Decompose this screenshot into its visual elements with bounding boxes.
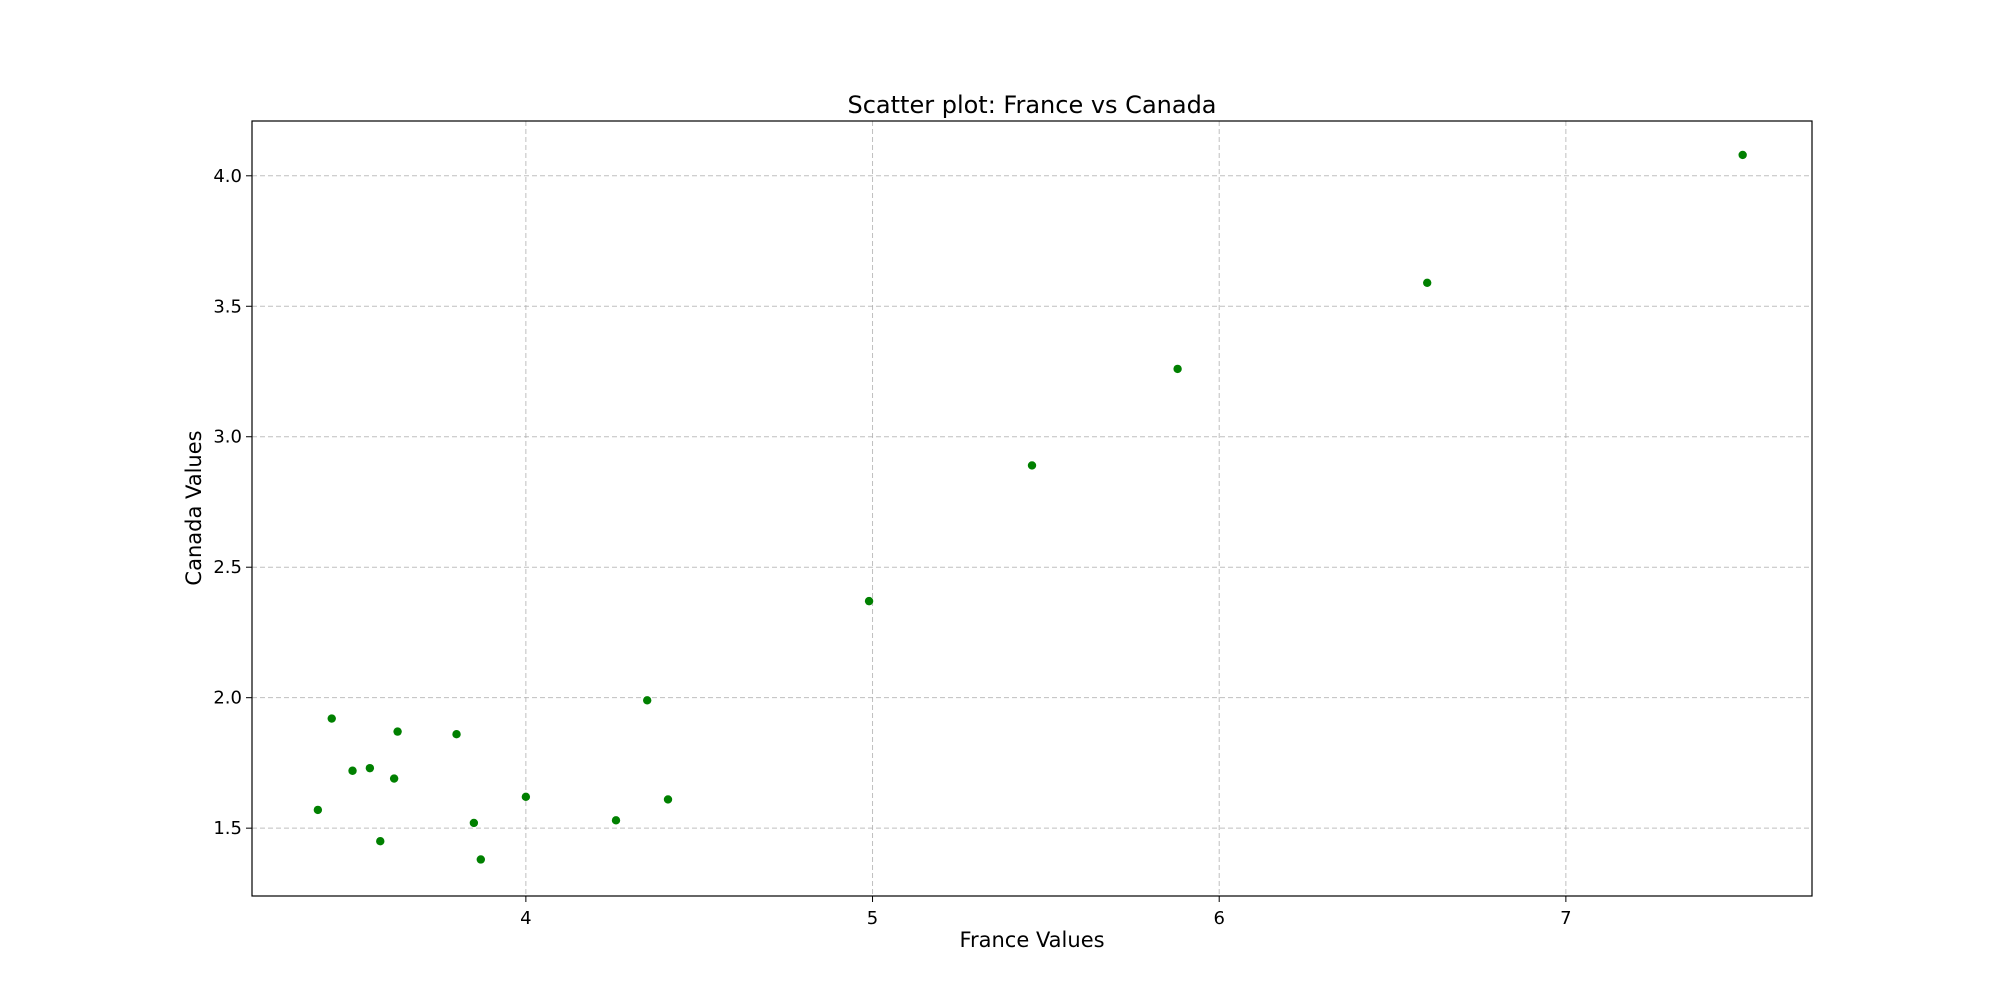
scatter-point — [452, 730, 461, 739]
scatter-point — [389, 774, 399, 783]
scatter-point — [521, 792, 531, 802]
x-tick-label: 6 — [1213, 908, 1224, 929]
scatter-point — [365, 763, 375, 773]
x-tick-label: 4 — [520, 908, 531, 929]
scatter-point — [1027, 461, 1037, 470]
scatter-point — [611, 816, 621, 825]
scatter-point — [348, 766, 357, 775]
scatter-point — [313, 805, 323, 815]
scatter-point — [663, 795, 673, 804]
plot-frame — [251, 120, 1813, 897]
y-tick-label: 2.0 — [213, 688, 242, 709]
scatter-point — [327, 714, 336, 723]
scatter-point — [864, 596, 874, 606]
scatter-point — [643, 696, 652, 705]
y-tick-label: 4.0 — [213, 166, 242, 187]
y-tick-label: 3.5 — [213, 296, 242, 317]
x-tick-label: 5 — [867, 908, 878, 929]
scatter-point — [393, 727, 402, 736]
scatter-point — [476, 855, 485, 864]
scatter-point — [1738, 150, 1747, 160]
x-tick-label: 7 — [1560, 908, 1571, 929]
chart-title: Scatter plot: France vs Canada — [847, 91, 1216, 119]
grid-layer — [252, 121, 1812, 896]
x-axis-label: France Values — [959, 928, 1104, 952]
y-axis: 1.5 2.0 2.5 3.0 3.5 4.0 — [213, 166, 252, 839]
scatter-point — [376, 837, 385, 846]
scatter-point — [1423, 278, 1432, 287]
scatter-point — [469, 818, 479, 828]
scatter-point — [1173, 364, 1182, 374]
y-tick-label: 1.5 — [213, 818, 242, 839]
y-tick-label: 3.0 — [213, 427, 242, 448]
x-axis: 4 5 6 7 — [520, 896, 1572, 929]
points-layer — [313, 150, 1747, 864]
y-axis-label: Canada Values — [182, 430, 206, 585]
y-tick-label: 2.5 — [213, 557, 242, 578]
